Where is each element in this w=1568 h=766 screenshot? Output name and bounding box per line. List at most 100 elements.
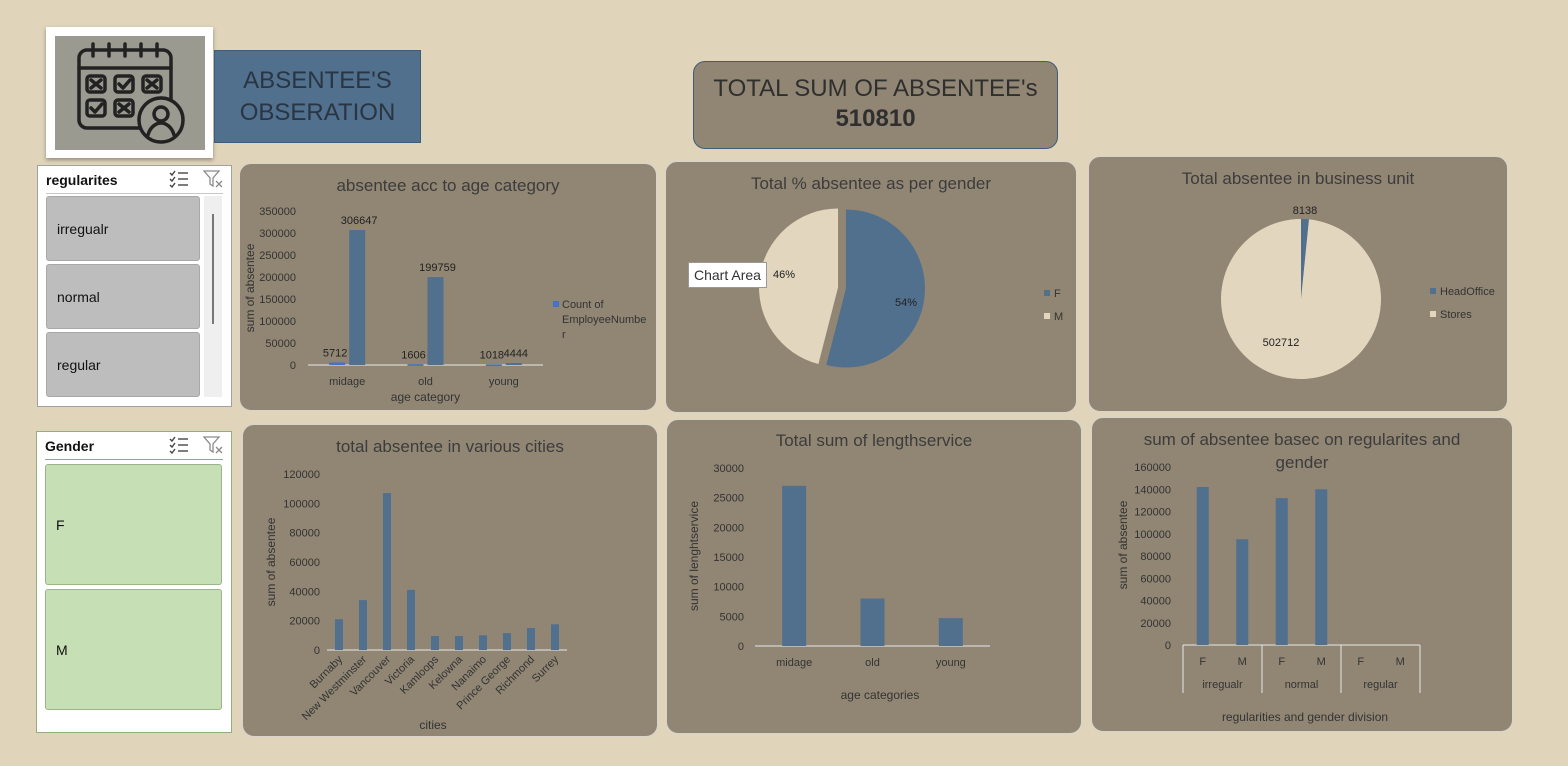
x-tick-label: young <box>489 376 519 388</box>
legend-swatch <box>1044 313 1050 319</box>
y-tick-label: 15000 <box>713 552 744 564</box>
legend-label: r <box>562 329 566 341</box>
slicer-item-m[interactable]: M <box>45 589 222 710</box>
age-category-chart[interactable]: absentee acc to age category 0 50000 10000… <box>239 163 657 411</box>
y-axis-label: sum of absentee <box>264 517 278 606</box>
clear-filter-icon[interactable] <box>203 436 223 454</box>
y-tick-label: 0 <box>290 360 296 372</box>
regularity-gender-chart[interactable]: sum of absentee basec on regularites and… <box>1091 417 1513 732</box>
chart-title: Total % absentee as per gender <box>750 174 992 193</box>
clear-filter-icon[interactable] <box>203 170 223 188</box>
y-tick-label: 60000 <box>289 557 320 569</box>
bar <box>431 636 439 650</box>
calendar-person-icon <box>77 42 185 144</box>
y-tick-label: 30000 <box>713 463 744 475</box>
y-tick-label: 60000 <box>1140 573 1171 585</box>
y-axis-label: sum of absentee <box>1116 500 1130 589</box>
data-label: 199759 <box>419 262 456 274</box>
y-tick-label: 300000 <box>259 228 296 240</box>
lengthservice-chart[interactable]: Total sum of lengthservice 0 5000 10000 150… <box>666 419 1082 734</box>
legend-label: Count of <box>562 299 605 311</box>
x-tick-label: F <box>1199 656 1206 668</box>
bar <box>359 600 367 650</box>
pie-slice <box>1301 219 1309 299</box>
y-tick-label: 200000 <box>259 272 296 284</box>
chart-title: Total sum of lengthservice <box>775 431 973 450</box>
y-tick-label: 160000 <box>1134 462 1171 474</box>
title-line-1: ABSENTEE'S <box>243 66 392 94</box>
bar <box>407 364 424 366</box>
y-tick-label: 350000 <box>259 206 296 218</box>
bar <box>1275 498 1288 645</box>
cities-chart-svg: 020000400006000080000100000120000Burnaby… <box>264 469 567 732</box>
bar <box>329 362 346 365</box>
legend-label: EmployeeNumbe <box>562 314 646 326</box>
total-value: 510810 <box>835 105 916 132</box>
dashboard-title: ABSENTEE'S OBSERATION <box>214 50 421 143</box>
length-chart-svg: 0 5000 10000 15000 20000 25000 30000 midage old y… <box>687 463 990 702</box>
bar <box>383 493 391 650</box>
y-axis-label: sum of lenghtservice <box>687 501 701 611</box>
y-axis-label: sum of absentee <box>243 243 257 332</box>
pie-slice <box>759 208 839 365</box>
x-tick-label: M <box>1238 656 1247 668</box>
group-label: regular <box>1363 679 1398 691</box>
slicer-item-f[interactable]: F <box>45 464 222 585</box>
bar <box>407 589 415 650</box>
gender-slicer: Gender F M <box>36 431 232 733</box>
multi-select-icon[interactable] <box>169 436 189 454</box>
chart-title: Total absentee in business unit <box>1181 169 1415 188</box>
y-tick-label: 25000 <box>713 493 744 505</box>
cities-chart[interactable]: total absentee in various cities 0 20000 4… <box>242 424 658 737</box>
multi-select-icon[interactable] <box>169 170 189 188</box>
x-axis-label: regularities and gender division <box>1222 710 1388 724</box>
logo <box>46 27 213 158</box>
x-tick-label: F <box>1278 656 1285 668</box>
x-tick-label: M <box>1317 656 1326 668</box>
bar <box>503 633 511 650</box>
slicer-title: regularites <box>46 172 118 188</box>
x-tick-label: midage <box>776 657 812 669</box>
legend-swatch <box>553 301 559 307</box>
y-tick-label: 250000 <box>259 250 296 262</box>
y-tick-label: 100000 <box>283 498 320 510</box>
y-tick-label: 50000 <box>265 338 296 350</box>
pie-slice <box>1221 219 1381 379</box>
x-tick-label: old <box>865 657 880 669</box>
x-tick-label: F <box>1357 656 1364 668</box>
bar <box>1236 539 1249 645</box>
y-tick-label: 40000 <box>289 586 320 598</box>
x-axis-label: cities <box>419 718 446 732</box>
y-tick-label: 100000 <box>1134 529 1171 541</box>
y-tick-label: 5000 <box>720 611 744 623</box>
slicer-scrollbar[interactable] <box>204 196 222 397</box>
chart-title: total absentee in various cities <box>336 437 564 456</box>
chart-title: absentee acc to age category <box>336 176 560 195</box>
data-label: 1606 <box>401 349 425 361</box>
bar <box>427 277 444 365</box>
bar <box>551 624 559 650</box>
business-unit-pie-chart[interactable]: Total absentee in business unit 8138 5027… <box>1088 156 1508 412</box>
y-tick-label: 120000 <box>1134 507 1171 519</box>
data-label: 4444 <box>504 348 528 360</box>
bar <box>335 619 343 650</box>
data-label: 8138 <box>1293 205 1317 217</box>
title-line-2: OBSERATION <box>239 98 396 126</box>
scrollbar-thumb[interactable] <box>212 214 214 324</box>
regularity-chart-svg: 0 20000 40000 60000 80000 100000 120000 140000 1… <box>1116 462 1421 724</box>
slicer-item-irregualr[interactable]: irregualr <box>46 196 200 261</box>
data-label: 306647 <box>341 215 378 227</box>
y-tick-label: 150000 <box>259 294 296 306</box>
x-tick-label: M <box>1396 656 1405 668</box>
slicer-title: Gender <box>45 438 95 454</box>
x-tick-label: Surrey <box>530 653 562 685</box>
bar <box>485 364 502 367</box>
y-tick-label: 80000 <box>289 528 320 540</box>
bar <box>782 485 807 646</box>
slicer-item-normal[interactable]: normal <box>46 264 200 329</box>
y-tick-label: 100000 <box>259 316 296 328</box>
y-tick-label: 20000 <box>713 522 744 534</box>
legend-label: F <box>1054 288 1061 300</box>
bar <box>860 598 885 646</box>
slicer-item-regular[interactable]: regular <box>46 332 200 397</box>
